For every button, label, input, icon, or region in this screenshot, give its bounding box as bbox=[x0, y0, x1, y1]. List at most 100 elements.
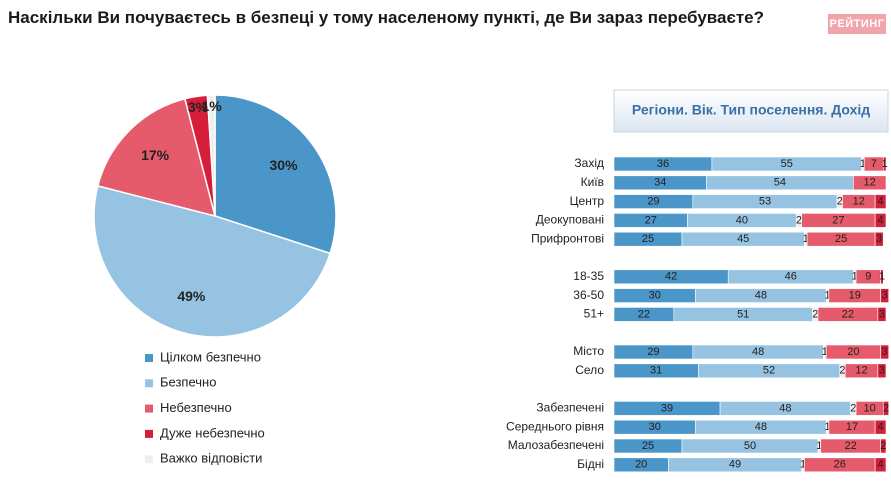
category-label: 18-35 bbox=[573, 269, 604, 283]
value-label: 2 bbox=[796, 214, 802, 226]
value-label: 17 bbox=[846, 421, 858, 433]
value-label: 1 bbox=[824, 290, 830, 302]
value-label: 1 bbox=[822, 346, 828, 358]
value-label: 3 bbox=[882, 290, 888, 302]
value-label: 12 bbox=[864, 177, 876, 189]
value-label: 1 bbox=[852, 271, 858, 283]
bar-segment bbox=[877, 363, 887, 379]
slice-label: 3% bbox=[188, 99, 209, 115]
value-label: 48 bbox=[752, 346, 764, 358]
category-label: Місто bbox=[573, 344, 604, 358]
bar-segment bbox=[880, 438, 887, 454]
bar-segment bbox=[882, 156, 887, 172]
value-label: 3 bbox=[879, 365, 885, 377]
value-label: 20 bbox=[847, 346, 859, 358]
legend-label: Цілком безпечно bbox=[160, 349, 261, 364]
legend-label: Важко відповісти bbox=[160, 451, 262, 466]
category-label: 51+ bbox=[584, 307, 604, 321]
value-label: 27 bbox=[832, 214, 844, 226]
legend-label: Дуже небезпечно bbox=[160, 425, 265, 440]
value-label: 10 bbox=[864, 402, 876, 414]
subtitle: Регіони. Вік. Тип поселення. Дохід bbox=[632, 102, 870, 118]
bar-segment bbox=[853, 175, 887, 191]
value-label: 1 bbox=[879, 271, 885, 283]
value-label: 40 bbox=[736, 214, 748, 226]
category-label: Прифронтові bbox=[531, 231, 604, 245]
category-label: Село bbox=[575, 363, 604, 377]
value-label: 7 bbox=[871, 158, 877, 170]
value-label: 2 bbox=[880, 440, 886, 452]
category-label: Забезпечені bbox=[536, 401, 604, 415]
value-label: 25 bbox=[642, 233, 654, 245]
value-label: 2 bbox=[839, 365, 845, 377]
slice-label: 1% bbox=[201, 98, 222, 114]
value-label: 1 bbox=[816, 440, 822, 452]
value-label: 48 bbox=[755, 421, 767, 433]
value-label: 1 bbox=[882, 158, 888, 170]
value-label: 46 bbox=[785, 271, 797, 283]
pie-slice bbox=[96, 97, 217, 218]
value-label: 48 bbox=[779, 402, 791, 414]
category-label: Середнього рівня bbox=[506, 419, 604, 433]
value-label: 50 bbox=[744, 440, 756, 452]
value-label: 27 bbox=[645, 214, 657, 226]
value-label: 52 bbox=[763, 365, 775, 377]
bar-segment bbox=[880, 344, 890, 360]
value-label: 31 bbox=[650, 365, 662, 377]
subtitle-box bbox=[613, 89, 889, 133]
category-label: Деокуповані bbox=[536, 213, 604, 227]
slice-label: 30% bbox=[270, 157, 299, 173]
value-label: 4 bbox=[877, 214, 883, 226]
value-label: 1 bbox=[800, 459, 806, 471]
value-label: 19 bbox=[849, 290, 861, 302]
value-label: 30 bbox=[649, 421, 661, 433]
value-label: 30 bbox=[649, 290, 661, 302]
value-label: 4 bbox=[877, 459, 883, 471]
value-label: 3 bbox=[879, 308, 885, 320]
category-label: Київ bbox=[581, 175, 604, 189]
value-label: 45 bbox=[737, 233, 749, 245]
value-label: 51 bbox=[737, 308, 749, 320]
bar-segment bbox=[882, 401, 890, 416]
category-label: 36-50 bbox=[573, 288, 604, 302]
value-label: 2 bbox=[837, 196, 843, 208]
value-label: 20 bbox=[635, 459, 647, 471]
value-label: 54 bbox=[774, 177, 786, 189]
bar-segment bbox=[874, 231, 884, 247]
value-label: 49 bbox=[729, 459, 741, 471]
legend-label: Безпечно bbox=[160, 375, 216, 390]
value-label: 22 bbox=[845, 440, 857, 452]
bar-segment bbox=[874, 213, 887, 228]
value-label: 36 bbox=[657, 158, 669, 170]
pie-slice bbox=[206, 94, 216, 217]
legend-marker bbox=[145, 429, 153, 438]
slice-label: 49% bbox=[177, 288, 206, 304]
bar-segment bbox=[874, 419, 887, 435]
legend-label: Небезпечно bbox=[160, 400, 232, 415]
bar-segment bbox=[874, 194, 887, 209]
value-label: 1 bbox=[860, 158, 866, 170]
value-label: 2 bbox=[883, 402, 889, 414]
value-label: 3 bbox=[882, 346, 888, 358]
value-label: 26 bbox=[834, 459, 846, 471]
value-label: 12 bbox=[853, 196, 865, 208]
page-title: Наскільки Ви почуваєтесь в безпеці у том… bbox=[8, 8, 765, 27]
value-label: 34 bbox=[654, 177, 666, 189]
legend-marker bbox=[145, 455, 153, 464]
bar-segment bbox=[877, 307, 887, 322]
value-label: 4 bbox=[877, 196, 883, 208]
logo: РЕЙТИНГ bbox=[828, 14, 886, 34]
value-label: 2 bbox=[812, 308, 818, 320]
value-label: 22 bbox=[842, 308, 854, 320]
category-label: Малозабезпечені bbox=[508, 438, 604, 452]
value-label: 3 bbox=[876, 233, 882, 245]
value-label: 55 bbox=[781, 158, 793, 170]
value-label: 53 bbox=[759, 196, 771, 208]
legend-marker bbox=[145, 354, 153, 362]
value-label: 4 bbox=[877, 421, 883, 433]
value-label: 1 bbox=[824, 421, 830, 433]
value-label: 12 bbox=[855, 365, 867, 377]
legend-marker bbox=[145, 379, 153, 388]
